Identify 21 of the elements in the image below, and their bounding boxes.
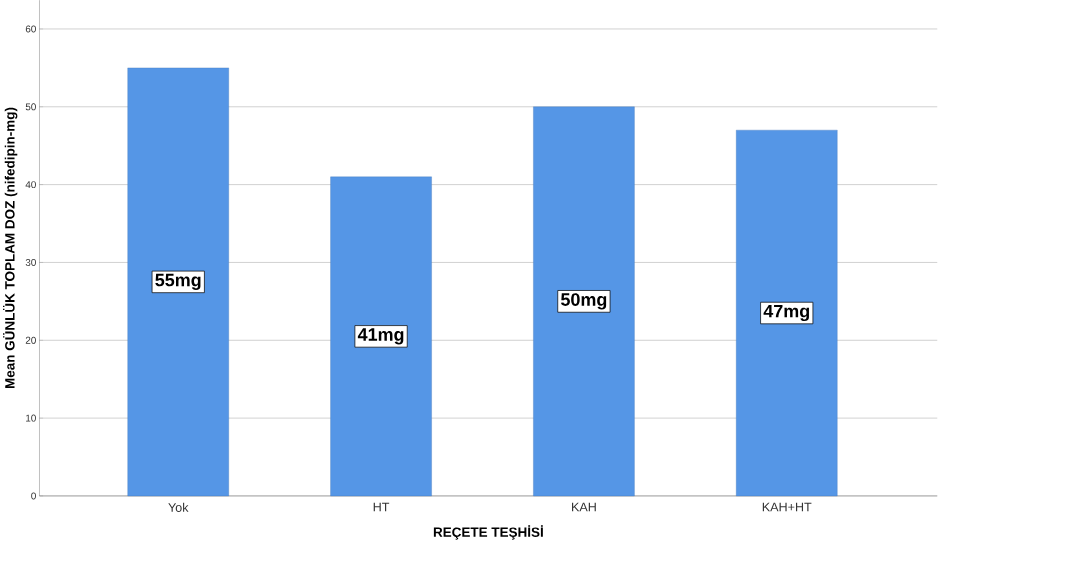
data-label: 50mg — [561, 293, 607, 310]
bar — [533, 106, 635, 497]
x-tick-label: KAH — [572, 502, 596, 512]
x-tick-label: KAH+HT — [762, 502, 812, 512]
y-tick-label: 20 — [25, 336, 36, 344]
x-tick-label: HT — [373, 502, 390, 512]
y-tick-label: 50 — [25, 103, 36, 111]
y-axis-title: Mean GÜNLÜK TOPLAM DOZ (nifedipin-mg) — [3, 107, 18, 389]
data-label: 47mg — [763, 304, 809, 322]
y-tick-label: 0 — [31, 492, 36, 500]
x-axis-title: REÇETE TEŞHİSİ — [433, 525, 543, 540]
x-tick-label: Yok — [168, 502, 189, 512]
y-tick-label: 30 — [25, 258, 36, 266]
bar — [330, 176, 432, 497]
bar — [736, 129, 838, 497]
data-label: 41mg — [357, 328, 404, 345]
data-label: 55mg — [155, 273, 201, 290]
y-tick-label: 40 — [25, 181, 36, 189]
y-tick-label: 60 — [25, 25, 36, 33]
y-tick-label: 10 — [26, 414, 36, 422]
bar — [127, 67, 229, 497]
